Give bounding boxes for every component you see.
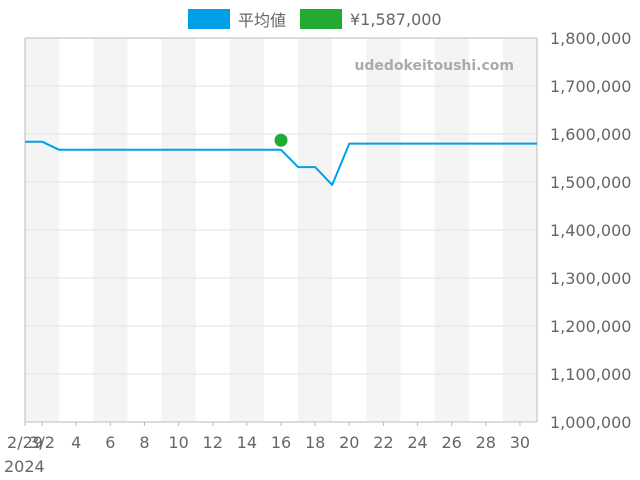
y-tick-label: 1,200,000	[550, 317, 631, 336]
legend-swatch-average	[188, 9, 230, 29]
x-tick-label: 2/29	[7, 433, 43, 452]
x-tick-label: 14	[237, 433, 257, 452]
legend-item-price-point[interactable]: ¥1,587,000	[300, 8, 442, 30]
y-tick-label: 1,100,000	[550, 365, 631, 384]
y-tick-labels: 1,000,000 1,100,000 1,200,000 1,300,000 1,40…	[550, 29, 631, 432]
y-tick-label: 1,000,000	[550, 413, 631, 432]
watermark: udedokeitoushi.com	[354, 58, 514, 74]
series-layer	[25, 133, 537, 186]
x-tick-label: 3/2	[29, 433, 55, 452]
y-tick-label: 1,800,000	[550, 29, 631, 48]
axes	[24, 37, 538, 426]
x-tick-label: 22	[373, 433, 393, 452]
legend: 平均値 ¥1,587,000	[0, 8, 640, 30]
average-price-line	[25, 140, 537, 186]
y-tick-label: 1,500,000	[550, 173, 631, 192]
x-tick-label: 18	[305, 433, 325, 452]
legend-item-average[interactable]: 平均値	[188, 8, 286, 30]
y-tick-label: 1,400,000	[550, 221, 631, 240]
legend-swatch-price-point	[300, 9, 342, 29]
x-tick-label: 16	[271, 433, 291, 452]
x-tick-label: 20	[339, 433, 359, 452]
x-tick-label: 28	[476, 433, 496, 452]
x-tick-label: 24	[407, 433, 427, 452]
x-tick-label: 6	[105, 433, 115, 452]
legend-label-average: 平均値	[238, 11, 287, 30]
x-tick-labels: 2/293/2 4 6 8 10 12 14 16 18 20 22 24 26 28 30	[7, 433, 530, 452]
y-tick-label: 1,300,000	[550, 269, 631, 288]
x-tick-label: 8	[139, 433, 149, 452]
y-tick-label: 1,600,000	[550, 125, 631, 144]
x-tick-label: 30	[510, 433, 530, 452]
x-axis-year: 2024	[4, 457, 45, 476]
legend-label-price-point: ¥1,587,000	[350, 9, 442, 29]
x-tick-label: 26	[441, 433, 461, 452]
price-point	[274, 133, 288, 147]
x-tick-label: 4	[71, 433, 81, 452]
x-tick-label: 12	[203, 433, 223, 452]
y-tick-label: 1,700,000	[550, 77, 631, 96]
x-tick-label: 10	[168, 433, 188, 452]
